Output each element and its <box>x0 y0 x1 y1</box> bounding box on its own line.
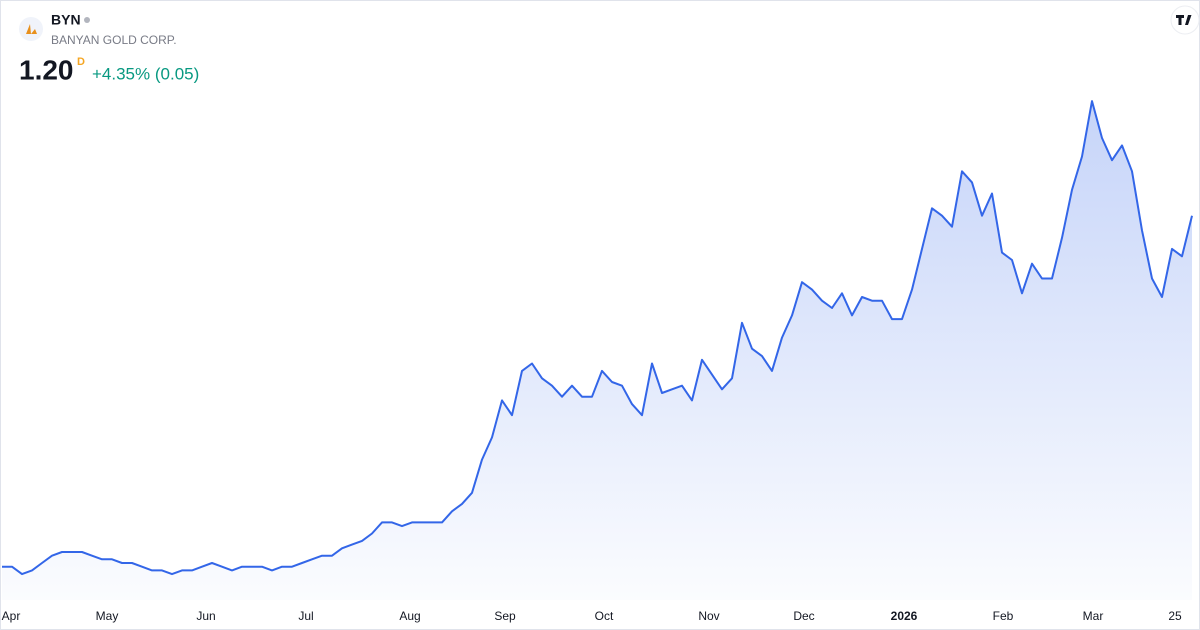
symbol: BYN <box>51 12 81 28</box>
logo-mark <box>26 24 37 34</box>
x-tick-label: Oct <box>595 609 614 623</box>
x-tick-label: Apr <box>2 609 21 623</box>
x-tick-label: Dec <box>793 609 814 623</box>
x-tick-label: Aug <box>399 609 420 623</box>
plot: Apr May Jun Jul Aug Sep Oct Nov Dec 2026 Feb Mar 25 <box>2 100 1193 623</box>
company-name: BANYAN GOLD CORP. <box>51 33 177 47</box>
area <box>2 101 1192 600</box>
x-tick-label: Nov <box>698 609 719 623</box>
x-tick-label: Mar <box>1083 609 1104 623</box>
price-line <box>2 100 1193 576</box>
x-tick-label: Jun <box>196 609 215 623</box>
x-tick-label: Feb <box>993 609 1014 623</box>
tv-logo <box>1176 15 1192 25</box>
status-dot <box>84 17 90 23</box>
change: +4.35% (0.05) <box>92 64 199 83</box>
price: 1.20 <box>19 54 74 85</box>
x-tick-label: Sep <box>494 609 516 623</box>
x-tick-label: Jul <box>298 609 313 623</box>
tv-logo-bg <box>1170 5 1200 35</box>
interval: D <box>77 56 85 68</box>
x-tick-label: May <box>96 609 119 623</box>
x-tick-label: 25 <box>1168 609 1182 623</box>
x-tick-label: 2026 <box>891 609 918 623</box>
logo <box>19 17 43 41</box>
